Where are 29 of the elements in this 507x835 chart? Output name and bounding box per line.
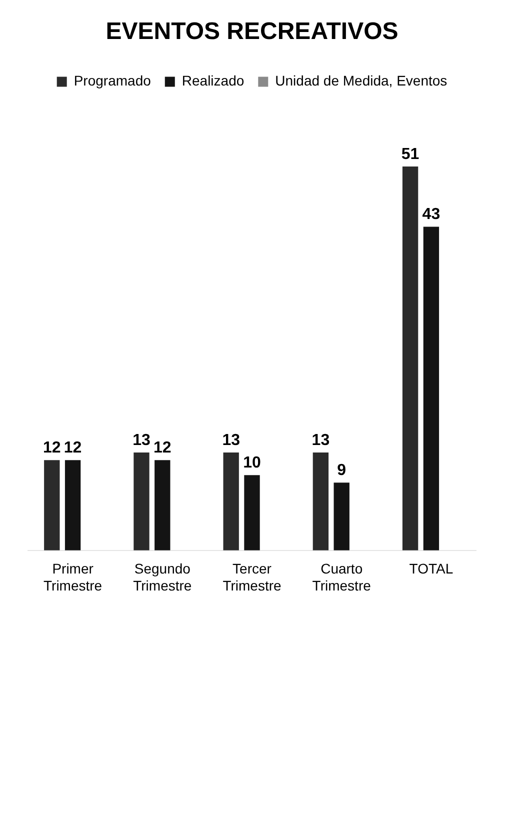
bar: [154, 460, 170, 550]
bar: [244, 475, 260, 550]
bar: [423, 226, 440, 550]
x-tick-label: Cuarto Trimestre: [312, 560, 372, 594]
bar: [64, 460, 81, 550]
data-label: 12: [154, 439, 172, 456]
data-label: 12: [64, 439, 82, 456]
data-label: 13: [222, 432, 240, 449]
legend-label: Programado: [74, 72, 152, 89]
bar: [402, 166, 418, 550]
bar: [223, 452, 239, 550]
x-tick-label: TOTAL: [409, 560, 454, 577]
legend-label: Unidad de Medida, Eventos: [275, 72, 448, 89]
chart-title: EVENTOS RECREATIVOS: [106, 18, 398, 46]
x-tick-label: Primer Trimestre: [44, 560, 102, 594]
legend-label: Realizado: [182, 72, 244, 89]
bar: [134, 452, 150, 550]
bar: [44, 460, 60, 550]
x-tick-label: Tercer Trimestre: [222, 560, 282, 594]
data-label: 13: [132, 432, 150, 449]
data-label: 10: [243, 454, 261, 472]
data-label: 13: [312, 432, 330, 449]
data-label: 43: [422, 206, 440, 224]
x-tick-label: Segundo Trimestre: [133, 560, 192, 594]
bar: [334, 482, 350, 550]
data-label: 12: [42, 439, 61, 456]
bar: [312, 452, 329, 550]
data-label: 51: [401, 146, 420, 163]
data-label: 9: [337, 462, 346, 480]
